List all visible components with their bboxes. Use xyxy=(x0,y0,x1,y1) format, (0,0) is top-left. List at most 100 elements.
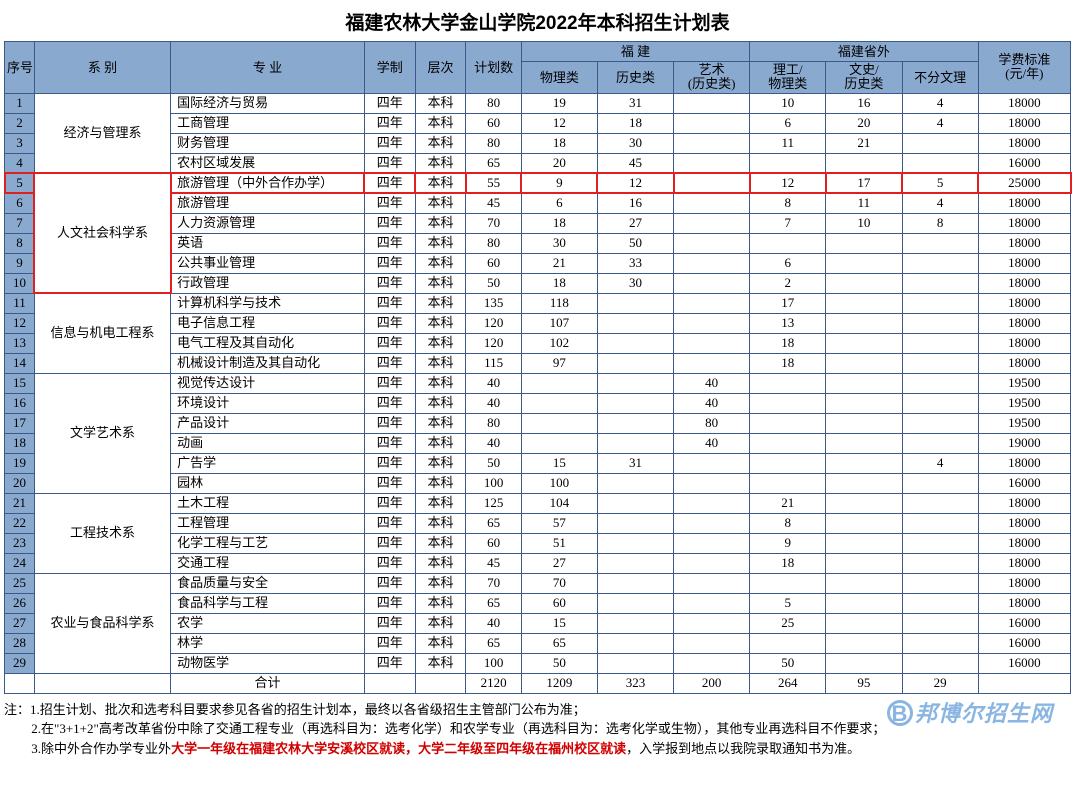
cell-out-lib: 16 xyxy=(826,93,902,113)
cell-major: 财务管理 xyxy=(171,133,365,153)
col-level: 层次 xyxy=(415,42,466,94)
cell-hist: 18 xyxy=(597,113,673,133)
cell-hist xyxy=(597,433,673,453)
cell-out-sci: 6 xyxy=(750,113,826,133)
cell-out-lib xyxy=(826,593,902,613)
cell-art xyxy=(674,153,750,173)
cell-major: 视觉传达设计 xyxy=(171,373,365,393)
cell-art xyxy=(674,593,750,613)
cell-level: 本科 xyxy=(415,173,466,193)
cell-dept: 人文社会科学系 xyxy=(34,173,170,293)
total-cell: 95 xyxy=(826,673,902,693)
cell-years: 四年 xyxy=(364,633,415,653)
enrollment-table: 序号 系 别 专 业 学制 层次 计划数 福 建 福建省外 学费标准(元/年) … xyxy=(4,41,1071,694)
cell-out-nos: 4 xyxy=(902,193,978,213)
cell-fee: 19000 xyxy=(978,433,1070,453)
cell-out-sci xyxy=(750,633,826,653)
cell-years: 四年 xyxy=(364,313,415,333)
note-1: 1.招生计划、批次和选考科目要求参见各省的招生计划本，最终以各省级招生主管部门公… xyxy=(30,702,586,717)
cell-fee: 25000 xyxy=(978,173,1070,193)
cell-hist: 27 xyxy=(597,213,673,233)
cell-hist xyxy=(597,493,673,513)
cell-out-sci: 50 xyxy=(750,653,826,673)
cell-hist: 31 xyxy=(597,93,673,113)
cell-out-sci: 10 xyxy=(750,93,826,113)
cell-out-sci: 5 xyxy=(750,593,826,613)
cell-major: 交通工程 xyxy=(171,553,365,573)
cell-out-lib xyxy=(826,653,902,673)
col-fj-art: 艺术(历史类) xyxy=(674,62,750,94)
total-cell: 1209 xyxy=(521,673,597,693)
cell-major: 公共事业管理 xyxy=(171,253,365,273)
total-cell: 264 xyxy=(750,673,826,693)
cell-out-lib xyxy=(826,553,902,573)
cell-out-sci xyxy=(750,393,826,413)
cell-phys: 30 xyxy=(521,233,597,253)
cell-seq: 19 xyxy=(5,453,35,473)
total-cell xyxy=(34,673,170,693)
cell-phys: 50 xyxy=(521,653,597,673)
cell-seq: 29 xyxy=(5,653,35,673)
cell-phys: 21 xyxy=(521,253,597,273)
cell-fee: 18000 xyxy=(978,113,1070,133)
cell-art: 40 xyxy=(674,393,750,413)
col-major: 专 业 xyxy=(171,42,365,94)
cell-hist xyxy=(597,353,673,373)
cell-out-lib xyxy=(826,313,902,333)
cell-plan: 40 xyxy=(466,373,521,393)
cell-out-sci: 18 xyxy=(750,553,826,573)
cell-fee: 18000 xyxy=(978,233,1070,253)
cell-level: 本科 xyxy=(415,253,466,273)
cell-art xyxy=(674,173,750,193)
cell-major: 动物医学 xyxy=(171,653,365,673)
table-row: 21工程技术系土木工程四年本科1251042118000 xyxy=(5,493,1071,513)
cell-phys: 102 xyxy=(521,333,597,353)
cell-art: 40 xyxy=(674,373,750,393)
cell-level: 本科 xyxy=(415,533,466,553)
cell-art: 80 xyxy=(674,413,750,433)
cell-phys: 27 xyxy=(521,553,597,573)
cell-out-nos: 4 xyxy=(902,113,978,133)
cell-seq: 25 xyxy=(5,573,35,593)
cell-level: 本科 xyxy=(415,633,466,653)
cell-out-lib: 10 xyxy=(826,213,902,233)
cell-out-lib xyxy=(826,473,902,493)
cell-out-nos xyxy=(902,493,978,513)
cell-years: 四年 xyxy=(364,573,415,593)
cell-major: 食品质量与安全 xyxy=(171,573,365,593)
col-seq: 序号 xyxy=(5,42,35,94)
cell-phys: 19 xyxy=(521,93,597,113)
cell-phys: 15 xyxy=(521,453,597,473)
cell-hist xyxy=(597,653,673,673)
cell-phys: 20 xyxy=(521,153,597,173)
cell-out-lib xyxy=(826,373,902,393)
note-prefix: 注： xyxy=(4,702,30,717)
cell-fee: 18000 xyxy=(978,253,1070,273)
cell-fee: 18000 xyxy=(978,333,1070,353)
table-row: 15文学艺术系视觉传达设计四年本科404019500 xyxy=(5,373,1071,393)
cell-phys xyxy=(521,433,597,453)
cell-years: 四年 xyxy=(364,353,415,373)
cell-major: 电子信息工程 xyxy=(171,313,365,333)
cell-plan: 60 xyxy=(466,533,521,553)
cell-out-nos xyxy=(902,293,978,313)
cell-out-nos xyxy=(902,513,978,533)
cell-major: 工程管理 xyxy=(171,513,365,533)
cell-major: 计算机科学与技术 xyxy=(171,293,365,313)
cell-out-sci xyxy=(750,153,826,173)
cell-out-lib xyxy=(826,573,902,593)
cell-seq: 13 xyxy=(5,333,35,353)
cell-fee: 18000 xyxy=(978,213,1070,233)
cell-plan: 135 xyxy=(466,293,521,313)
cell-art xyxy=(674,553,750,573)
cell-fee: 18000 xyxy=(978,533,1070,553)
cell-phys xyxy=(521,373,597,393)
cell-years: 四年 xyxy=(364,93,415,113)
cell-out-nos xyxy=(902,233,978,253)
col-dept: 系 别 xyxy=(34,42,170,94)
cell-out-sci: 18 xyxy=(750,333,826,353)
cell-plan: 65 xyxy=(466,153,521,173)
total-cell: 29 xyxy=(902,673,978,693)
cell-out-lib xyxy=(826,413,902,433)
cell-art xyxy=(674,653,750,673)
